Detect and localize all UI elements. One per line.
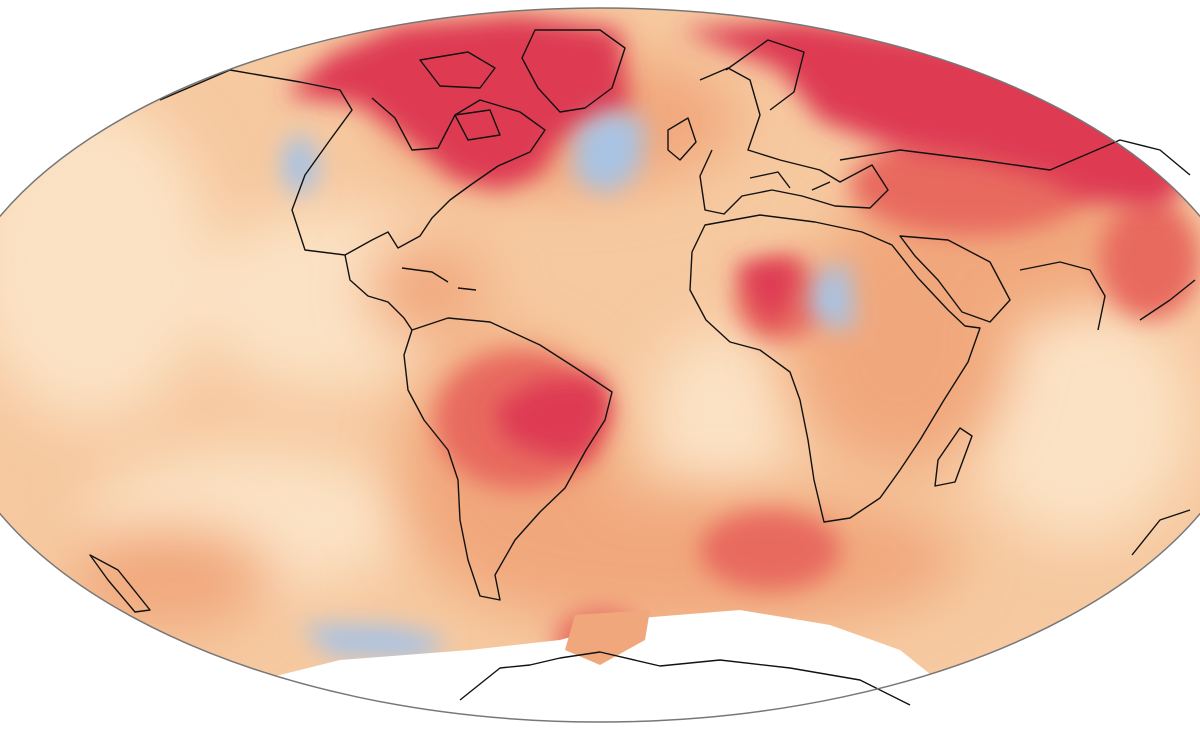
anomaly-layer-cool xyxy=(282,110,855,660)
warm-patch xyxy=(370,240,490,340)
coast-north-america xyxy=(159,69,546,256)
antarctic-peninsula-warm xyxy=(565,610,650,665)
coast-mediterranean xyxy=(749,171,831,191)
coast-south-america xyxy=(403,317,613,601)
coast-greenland xyxy=(521,29,626,113)
hottest-brazil xyxy=(495,375,612,460)
hottest-africa xyxy=(735,258,800,330)
coast-madagascar xyxy=(934,427,973,487)
cool-southern-ocean xyxy=(300,625,450,660)
coast-new-zealand xyxy=(89,554,151,613)
coast-antarctica xyxy=(459,651,911,706)
cool-central-africa xyxy=(808,265,855,330)
coast-arctic-islands xyxy=(419,51,501,141)
coast-asia xyxy=(839,139,1196,331)
coast-australia xyxy=(1131,509,1191,556)
coast-uk xyxy=(667,117,697,161)
warm-patch xyxy=(70,530,270,630)
coast-scandinavia xyxy=(725,39,805,111)
coastlines xyxy=(89,29,1196,706)
coast-central-america xyxy=(344,254,413,331)
coast-arabia xyxy=(899,235,1011,323)
coast-caribbean xyxy=(401,267,477,291)
globe-outline xyxy=(0,7,1200,723)
anomaly-layer-hottest xyxy=(285,15,1190,460)
hottest-eurasia xyxy=(680,20,1190,210)
warm-patch xyxy=(440,490,960,630)
cool-north-atlantic xyxy=(575,110,645,195)
pale-patch xyxy=(970,300,1190,540)
coast-europe xyxy=(699,67,889,215)
coast-africa xyxy=(689,214,981,523)
hot-patch xyxy=(1100,200,1200,320)
hottest-arctic-america xyxy=(285,15,630,190)
pale-patch xyxy=(650,330,790,510)
hot-patch xyxy=(700,510,840,590)
cool-pacific-spot xyxy=(282,135,318,195)
